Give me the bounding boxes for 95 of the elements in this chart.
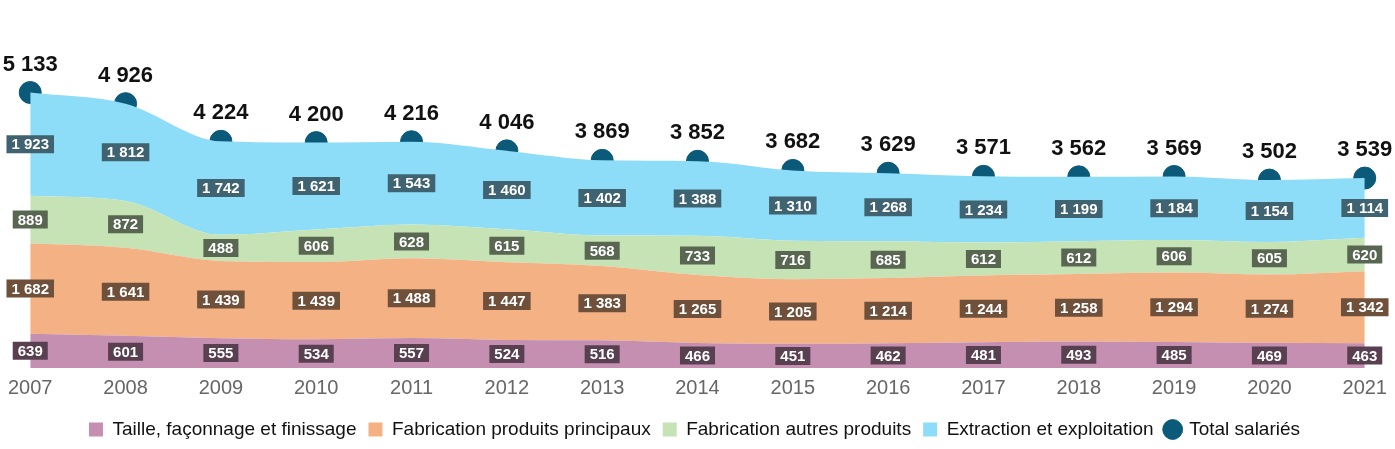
data-label: 612 [970,250,996,268]
legend-label: Fabrication produits principaux [391,417,652,439]
data-label: 1 114 [1346,199,1384,217]
data-label: 685 [875,250,901,268]
data-label: 555 [208,344,234,362]
x-tick-label: 2018 [1056,375,1102,398]
x-tick-label: 2010 [293,375,339,398]
data-label: 1 234 [964,200,1003,218]
data-label: 1 488 [392,289,431,307]
data-label: 3 539 [1337,136,1393,162]
data-label: 3 562 [1051,134,1107,160]
data-label: 524 [494,345,521,363]
data-label: 601 [113,343,139,361]
data-label: 488 [208,239,234,257]
data-label: 481 [970,346,996,364]
legend-label: Taille, façonnage et finissage [112,417,357,439]
data-label: 1 923 [11,135,50,153]
data-label: 1 447 [488,292,526,310]
data-label: 1 268 [869,198,907,216]
data-label: 1 460 [488,181,526,199]
x-tick-label: 2020 [1247,375,1292,398]
data-label: 3 571 [955,134,1011,160]
x-tick-label: 2015 [770,375,816,398]
legend-label: Fabrication autres produits [686,417,912,439]
data-label: 3 869 [574,118,630,144]
legend-label: Total salariés [1189,417,1301,439]
data-label: 612 [1066,248,1092,266]
x-tick-label: 2021 [1342,375,1387,398]
data-label: 493 [1066,345,1092,363]
data-label: 5 133 [2,50,58,76]
data-label: 568 [589,241,615,259]
data-label: 889 [17,210,43,228]
data-label: 469 [1256,346,1282,364]
data-label: 1 154 [1250,202,1289,220]
x-tick-label: 2017 [961,375,1006,398]
data-label: 1 214 [869,301,908,319]
data-label: 605 [1256,249,1282,267]
data-label: 1 742 [202,179,240,197]
data-label: 3 569 [1146,134,1202,160]
x-tick-label: 2016 [865,375,911,398]
data-label: 3 629 [860,131,916,157]
data-label: 872 [113,215,139,233]
data-label: 716 [780,251,806,269]
data-label: 1 274 [1250,299,1289,317]
data-label: 4 216 [384,99,440,125]
data-label: 463 [1352,346,1378,364]
legend-label: Extraction et exploitation [946,417,1154,439]
data-label: 606 [1161,247,1187,265]
data-label: 485 [1161,346,1187,364]
x-tick-label: 2013 [579,375,625,398]
data-label: 516 [589,345,615,363]
data-label: 1 184 [1155,199,1194,217]
data-label: 3 502 [1241,138,1297,164]
data-label: 534 [303,344,330,362]
data-label: 1 682 [11,279,50,297]
x-tick-label: 2012 [484,375,530,398]
data-label: 4 926 [98,61,154,87]
data-label: 1 439 [202,290,240,308]
data-label: 3 682 [765,128,821,154]
data-label: 1 439 [297,291,335,309]
data-label: 1 265 [678,300,717,318]
data-label: 466 [684,346,711,364]
data-label: 557 [399,344,425,362]
data-label: 1 621 [297,177,335,195]
data-label: 451 [780,347,806,365]
data-label: 1 812 [106,143,145,161]
data-label: 1 402 [583,189,621,207]
data-label: 1 244 [964,299,1003,317]
data-label: 1 294 [1155,298,1194,316]
data-label: 628 [399,232,425,250]
x-tick-label: 2007 [8,375,53,398]
data-label: 4 200 [288,100,344,126]
data-label: 615 [494,236,520,254]
x-tick-label: 2009 [198,375,244,398]
data-label: 1 342 [1345,298,1384,316]
x-tick-label: 2014 [675,375,720,398]
data-label: 1 205 [774,302,812,320]
data-label: 1 543 [392,174,431,192]
data-label: 733 [684,246,711,264]
data-label: 1 383 [583,294,621,312]
data-label: 1 388 [678,189,717,207]
data-label: 4 224 [193,99,250,125]
data-label: 4 046 [479,108,535,134]
x-tick-label: 2019 [1151,375,1197,398]
data-label: 1 641 [106,282,145,300]
data-label: 1 258 [1060,298,1098,316]
data-label: 606 [303,237,329,254]
x-tick-label: 2011 [390,375,434,398]
data-label: 620 [1352,245,1378,263]
data-label: 462 [875,346,901,364]
x-tick-label: 2008 [103,375,148,398]
data-label: 1 310 [774,196,812,214]
data-label: 3 852 [669,119,726,145]
data-label: 1 199 [1060,200,1098,218]
data-label: 639 [17,341,43,359]
